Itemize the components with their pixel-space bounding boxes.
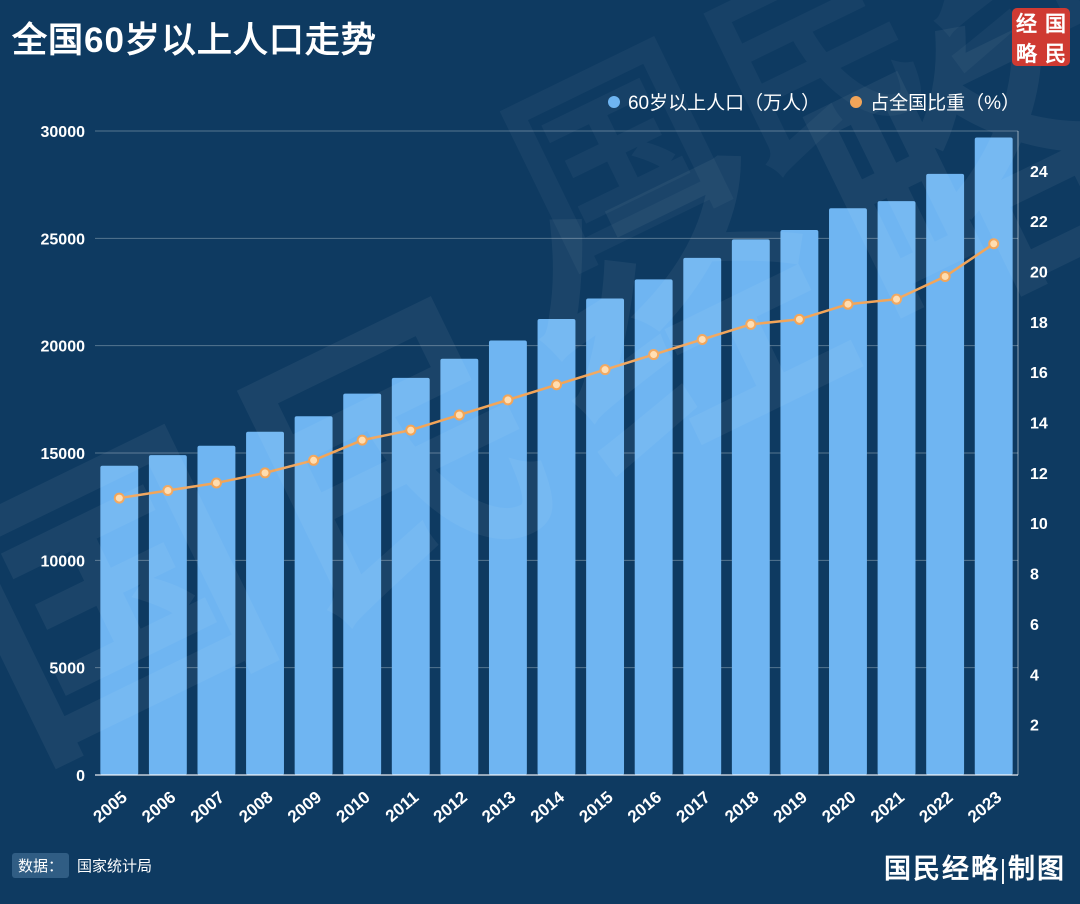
brand-seal: 经 国 略 民 — [1012, 8, 1070, 66]
share-marker-2015 — [599, 364, 611, 376]
brand-credit: 国民经略|制图 — [884, 854, 1066, 884]
data-source: 数据： 国家统计局 — [12, 853, 152, 878]
bar-2013 — [488, 340, 527, 775]
seal-char-1: 经 — [1016, 12, 1037, 36]
bar-2017 — [683, 257, 722, 775]
share-marker-2013 — [502, 394, 514, 406]
x-axis-tick: 2021 — [867, 788, 908, 827]
x-axis-tick: 2022 — [916, 788, 957, 827]
x-axis-tick: 2005 — [90, 788, 131, 827]
seal-char-2: 国 — [1045, 12, 1066, 36]
x-axis-tick: 2020 — [818, 788, 859, 827]
share-marker-2021 — [891, 293, 903, 305]
bar-2010 — [343, 393, 382, 775]
legend-label-share: 占全国比重（%） — [870, 93, 1020, 114]
x-axis-tick: 2008 — [235, 788, 276, 827]
page-title: 全国60岁以上人口走势 — [12, 21, 377, 60]
right-axis-tick: 10 — [1030, 516, 1048, 533]
right-axis-tick: 24 — [1030, 164, 1048, 181]
share-marker-2005 — [113, 492, 125, 504]
bar-2023 — [974, 137, 1013, 775]
bar-2007 — [197, 445, 236, 775]
share-marker-2022 — [939, 271, 951, 283]
bar-2009 — [294, 416, 333, 775]
right-axis-tick: 2 — [1030, 718, 1039, 735]
bar-2005 — [100, 465, 139, 775]
bar-2022 — [926, 173, 965, 775]
left-axis-tick: 25000 — [41, 231, 86, 248]
bar-2015 — [586, 298, 625, 775]
x-axis-tick: 2018 — [721, 788, 762, 827]
legend-dot-population — [607, 95, 620, 108]
share-marker-2008 — [259, 467, 271, 479]
seal-char-4: 民 — [1045, 42, 1066, 66]
share-marker-2018 — [745, 318, 757, 330]
bar-2019 — [780, 230, 819, 775]
x-axis-tick: 2014 — [527, 787, 569, 826]
x-axis-tick: 2017 — [673, 788, 714, 827]
share-marker-2006 — [162, 485, 174, 497]
bar-2012 — [440, 358, 479, 775]
legend-dot-share — [850, 95, 863, 108]
share-marker-2014 — [551, 379, 562, 391]
bar-2014 — [537, 319, 576, 775]
chart-legend: 60岁以上人口（万人） 占全国比重（%） — [607, 88, 1020, 115]
legend-label-population: 60岁以上人口（万人） — [627, 93, 821, 114]
bar-2006 — [148, 455, 187, 775]
bar-2011 — [391, 377, 430, 775]
bar-2008 — [246, 431, 284, 775]
source-label: 数据： — [12, 853, 70, 878]
x-axis-tick: 2007 — [187, 788, 228, 827]
bar-2020 — [829, 208, 867, 775]
right-axis-tick: 16 — [1030, 365, 1048, 382]
bar-2021 — [877, 201, 916, 775]
share-marker-2023 — [988, 238, 1000, 250]
x-axis-tick: 2011 — [382, 788, 422, 826]
x-axis-tick: 2010 — [333, 788, 374, 827]
x-axis-tick: 2012 — [430, 788, 471, 827]
left-axis-tick: 0 — [76, 768, 85, 785]
share-marker-2016 — [648, 349, 660, 361]
share-marker-2012 — [453, 409, 465, 421]
bar-2016 — [634, 279, 673, 775]
left-axis-tick: 10000 — [41, 553, 86, 570]
right-axis-tick: 8 — [1030, 567, 1039, 584]
left-axis-tick: 5000 — [49, 661, 85, 678]
share-marker-2010 — [356, 434, 368, 446]
x-axis-tick: 2006 — [138, 788, 179, 827]
left-axis-tick: 15000 — [41, 446, 86, 463]
left-axis-tick: 30000 — [41, 124, 86, 141]
left-axis-tick: 20000 — [41, 339, 86, 356]
legend-item-population: 60岁以上人口（万人） — [607, 88, 821, 115]
right-axis-tick: 18 — [1030, 315, 1048, 332]
legend-item-share: 占全国比重（%） — [850, 88, 1020, 115]
right-axis-tick: 4 — [1030, 667, 1039, 684]
share-marker-2011 — [405, 424, 417, 436]
x-axis-tick: 2016 — [624, 788, 665, 827]
right-axis-tick: 22 — [1030, 214, 1048, 231]
share-marker-2017 — [696, 333, 708, 345]
right-axis-tick: 20 — [1030, 264, 1048, 281]
x-axis-tick: 2015 — [575, 788, 616, 827]
x-axis-tick: 2023 — [964, 788, 1005, 827]
bar-2018 — [731, 239, 770, 776]
x-axis-tick: 2019 — [770, 788, 811, 827]
x-axis-tick: 2013 — [478, 788, 519, 827]
source-value: 国家统计局 — [77, 858, 153, 875]
right-axis-tick: 12 — [1030, 466, 1048, 483]
share-marker-2019 — [793, 313, 805, 325]
right-axis-tick: 6 — [1030, 617, 1039, 634]
share-marker-2020 — [842, 298, 854, 310]
share-marker-2009 — [308, 454, 320, 466]
share-marker-2007 — [210, 477, 222, 489]
right-axis-tick: 14 — [1030, 416, 1048, 433]
x-axis-tick: 2009 — [284, 788, 325, 827]
seal-char-3: 略 — [1016, 42, 1037, 66]
